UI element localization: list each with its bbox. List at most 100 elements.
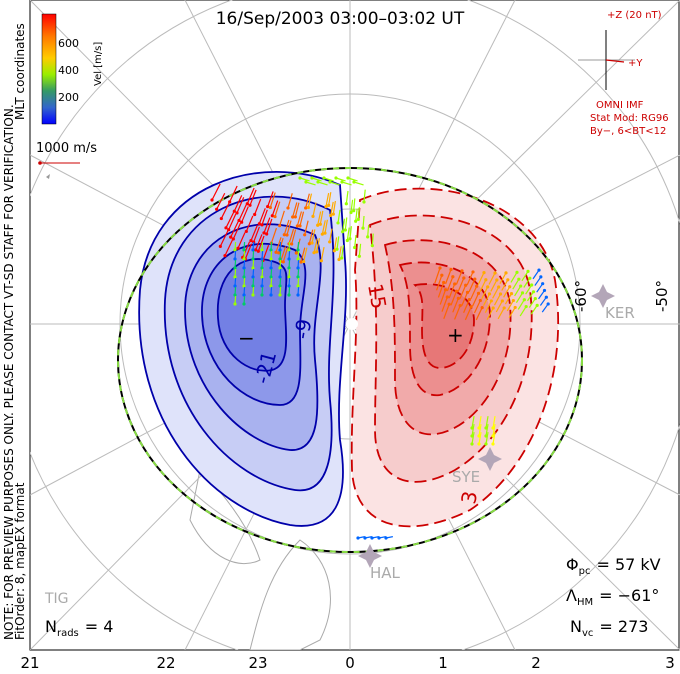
fit-order: FitOrder: 8, mapEX format bbox=[13, 482, 27, 640]
velocity-vector bbox=[473, 300, 481, 314]
velocity-vector-origin bbox=[445, 295, 449, 299]
velocity-vector-origin bbox=[302, 259, 306, 264]
velocity-vector-origin bbox=[440, 273, 444, 277]
velocity-vector bbox=[357, 207, 361, 220]
velocity-vector bbox=[353, 198, 356, 211]
velocity-vector-origin bbox=[233, 275, 237, 279]
velocity-vector bbox=[255, 234, 263, 251]
velocity-vector-origin bbox=[535, 303, 539, 307]
velocity-vector-origin bbox=[486, 285, 490, 289]
velocity-vector-origin bbox=[287, 266, 291, 270]
velocity-vector-origin bbox=[453, 282, 457, 286]
velocity-vector-origin bbox=[295, 224, 299, 228]
velocity-vector bbox=[336, 236, 340, 250]
velocity-vector bbox=[216, 192, 226, 210]
velocity-vector-origin bbox=[318, 222, 322, 226]
velocity-vector bbox=[267, 191, 274, 207]
velocity-vector-origin bbox=[331, 212, 335, 216]
velocity-vector bbox=[515, 292, 524, 303]
velocity-vector bbox=[454, 305, 461, 320]
velocity-vector bbox=[477, 272, 485, 286]
velocity-vector-origin bbox=[465, 290, 470, 295]
stats-panel: Φpc = 57 kV ΛHM = −61° Nvc = 273 Nrads = 4 bbox=[45, 555, 661, 639]
velocity-vector-origin bbox=[287, 275, 291, 279]
velocity-vector bbox=[464, 306, 472, 321]
velocity-vector-origin bbox=[223, 254, 227, 258]
velocity-vector-origin bbox=[233, 293, 237, 297]
velocity-vector bbox=[523, 277, 531, 288]
velocity-vector bbox=[257, 235, 265, 252]
velocity-vector bbox=[450, 290, 458, 306]
velocity-vector-origin bbox=[242, 275, 246, 279]
velocity-vector bbox=[228, 213, 237, 230]
velocity-vector-origin bbox=[242, 302, 246, 306]
velocity-vector bbox=[499, 272, 507, 284]
velocity-vector-origin bbox=[327, 203, 331, 207]
velocity-vector bbox=[486, 307, 494, 320]
velocity-vector bbox=[501, 279, 509, 291]
velocity-vector-origin bbox=[500, 299, 504, 303]
velocity-vector bbox=[311, 177, 322, 182]
velocity-vector-origin bbox=[511, 298, 515, 303]
velocity-vector-origin bbox=[233, 257, 237, 261]
velocity-vector-origin bbox=[307, 242, 311, 246]
velocity-vector-origin bbox=[471, 270, 475, 274]
velocity-vector-origin bbox=[245, 202, 249, 206]
velocity-vector-origin bbox=[304, 180, 308, 184]
velocity-vector bbox=[503, 286, 511, 298]
velocity-vector-origin bbox=[231, 237, 235, 241]
velocity-vector-origin bbox=[491, 306, 495, 310]
velocity-vector bbox=[330, 201, 334, 216]
map-title: 16/Sep/2003 03:00–03:02 UT bbox=[216, 9, 465, 29]
mlt-label: 23 bbox=[248, 654, 267, 672]
velocity-vector bbox=[258, 208, 266, 224]
velocity-vector bbox=[236, 197, 245, 214]
velocity-vector-origin bbox=[467, 297, 471, 302]
velocity-vector-origin bbox=[260, 257, 264, 261]
velocity-vector bbox=[337, 209, 341, 224]
velocity-vector bbox=[514, 285, 522, 297]
colorbar-label: Vel [m/s] bbox=[93, 42, 104, 86]
mlt-label: 2 bbox=[531, 654, 541, 672]
velocity-vector bbox=[459, 284, 467, 299]
velocity-vector bbox=[317, 181, 328, 186]
velocity-vector-origin bbox=[458, 304, 462, 308]
velocity-vector-origin bbox=[544, 295, 548, 299]
velocity-vector bbox=[488, 272, 496, 285]
velocity-vector-origin bbox=[287, 284, 291, 288]
velocity-vector-origin bbox=[539, 275, 543, 279]
velocity-vector bbox=[274, 201, 281, 217]
velocity-vector bbox=[485, 416, 489, 429]
velocity-vector bbox=[296, 211, 303, 227]
velocity-vector bbox=[266, 218, 273, 235]
velocity-vector-origin bbox=[447, 302, 451, 306]
velocity-vector bbox=[305, 193, 310, 209]
velocity-vector bbox=[349, 226, 352, 239]
velocity-vector bbox=[344, 217, 348, 231]
velocity-vector-origin bbox=[442, 280, 446, 285]
velocity-vector bbox=[253, 226, 260, 243]
velocity-vector-origin bbox=[335, 247, 339, 251]
velocity-vector-origin bbox=[354, 219, 358, 223]
velocity-vector-origin bbox=[526, 269, 530, 273]
velocity-vector-origin bbox=[384, 536, 388, 540]
velocity-vector bbox=[436, 275, 443, 291]
velocity-vector-origin bbox=[286, 206, 290, 210]
velocity-vector-origin bbox=[316, 223, 320, 227]
max-marker: + bbox=[447, 323, 464, 347]
velocity-vector-origin bbox=[341, 230, 345, 234]
velocity-vector-origin bbox=[443, 288, 448, 292]
velocity-vector-origin bbox=[265, 232, 269, 236]
velocity-vector bbox=[275, 237, 282, 253]
velocity-vector-origin bbox=[254, 248, 258, 252]
velocity-vector-origin bbox=[352, 180, 356, 184]
velocity-vector-origin bbox=[502, 306, 506, 310]
velocity-vector bbox=[441, 296, 448, 312]
velocity-vectors bbox=[210, 176, 550, 540]
velocity-vector-origin bbox=[244, 229, 248, 234]
velocity-vector-origin bbox=[504, 271, 508, 275]
velocity-vector bbox=[313, 238, 318, 253]
nrads-stat: Nrads = 4 bbox=[45, 617, 113, 639]
velocity-vector bbox=[470, 285, 478, 300]
coords-label: MLT coordinates bbox=[13, 23, 27, 120]
